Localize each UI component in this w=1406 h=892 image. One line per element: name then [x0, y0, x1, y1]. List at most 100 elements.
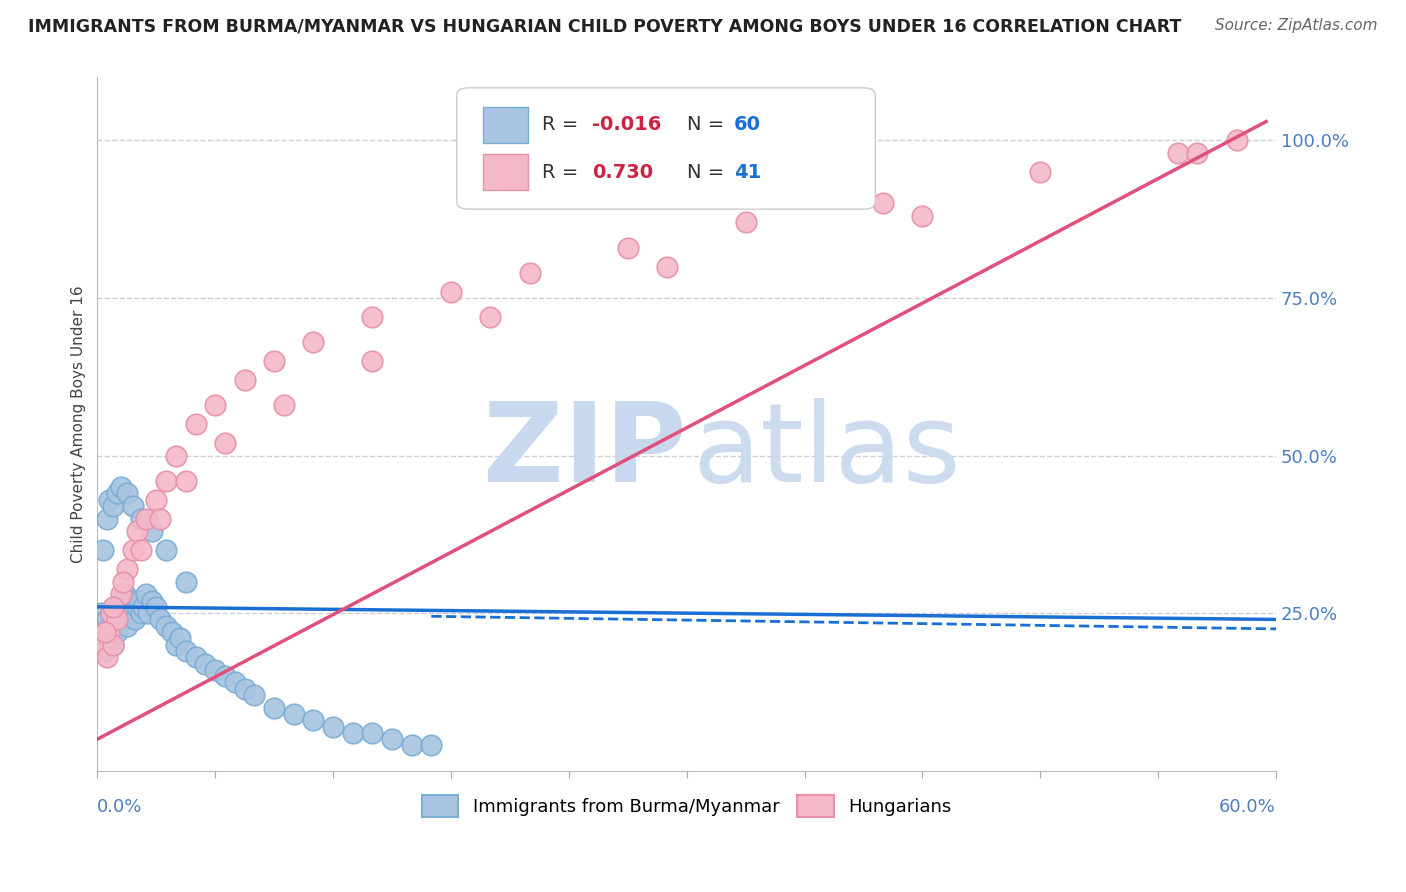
Point	[101, 599, 124, 614]
Point	[174, 474, 197, 488]
Point	[361, 354, 384, 368]
Point	[135, 511, 157, 525]
Text: IMMIGRANTS FROM BURMA/MYANMAR VS HUNGARIAN CHILD POVERTY AMONG BOYS UNDER 16 COR: IMMIGRANTS FROM BURMA/MYANMAR VS HUNGARI…	[28, 18, 1181, 36]
Point	[149, 612, 172, 626]
Text: N =: N =	[686, 115, 730, 134]
Point	[105, 486, 128, 500]
FancyBboxPatch shape	[482, 107, 527, 144]
Point	[96, 511, 118, 525]
Legend: Immigrants from Burma/Myanmar, Hungarians: Immigrants from Burma/Myanmar, Hungarian…	[415, 788, 959, 824]
Point	[302, 713, 325, 727]
Point	[96, 650, 118, 665]
Point	[322, 720, 344, 734]
Point	[131, 599, 153, 614]
Point	[105, 625, 128, 640]
Point	[302, 335, 325, 350]
Point	[243, 688, 266, 702]
Point	[361, 726, 384, 740]
Point	[155, 474, 177, 488]
Point	[98, 625, 121, 640]
Point	[174, 574, 197, 589]
Point	[420, 739, 443, 753]
Point	[121, 543, 143, 558]
Point	[101, 638, 124, 652]
Point	[214, 669, 236, 683]
Point	[440, 285, 463, 299]
Point	[872, 196, 894, 211]
Y-axis label: Child Poverty Among Boys Under 16: Child Poverty Among Boys Under 16	[72, 285, 86, 563]
Point	[233, 681, 256, 696]
Text: R =: R =	[541, 115, 583, 134]
Point	[174, 644, 197, 658]
Point	[129, 511, 152, 525]
Point	[108, 606, 131, 620]
Point	[1167, 146, 1189, 161]
Text: 60.0%: 60.0%	[1219, 798, 1277, 816]
Point	[1029, 165, 1052, 179]
Point	[114, 587, 136, 601]
Point	[204, 663, 226, 677]
Point	[734, 215, 756, 229]
Point	[129, 543, 152, 558]
Text: 41: 41	[734, 163, 761, 182]
Point	[401, 739, 423, 753]
Point	[145, 599, 167, 614]
Point	[90, 606, 112, 620]
FancyBboxPatch shape	[457, 87, 875, 209]
Point	[94, 625, 117, 640]
Point	[233, 373, 256, 387]
Point	[111, 574, 134, 589]
Point	[128, 593, 150, 607]
Point	[1226, 133, 1249, 147]
Point	[214, 436, 236, 450]
Point	[120, 593, 142, 607]
Point	[184, 417, 207, 431]
Point	[118, 599, 141, 614]
Point	[141, 524, 163, 539]
Point	[101, 499, 124, 513]
Point	[184, 650, 207, 665]
Point	[100, 606, 122, 620]
Point	[361, 310, 384, 324]
Point	[479, 310, 502, 324]
Point	[169, 632, 191, 646]
Point	[155, 543, 177, 558]
Point	[115, 486, 138, 500]
Point	[96, 612, 118, 626]
Point	[145, 492, 167, 507]
Text: 0.0%: 0.0%	[97, 798, 143, 816]
Point	[94, 644, 117, 658]
Point	[91, 543, 114, 558]
Point	[100, 619, 122, 633]
Text: 60: 60	[734, 115, 761, 134]
Point	[224, 675, 246, 690]
Point	[98, 632, 121, 646]
Point	[165, 449, 187, 463]
Point	[165, 638, 187, 652]
Point	[110, 480, 132, 494]
Point	[101, 638, 124, 652]
Text: ZIP: ZIP	[484, 399, 686, 505]
Point	[115, 619, 138, 633]
Point	[125, 599, 148, 614]
Point	[98, 492, 121, 507]
Point	[91, 638, 114, 652]
Point	[138, 606, 160, 620]
Point	[129, 606, 152, 620]
Point	[125, 524, 148, 539]
Point	[110, 593, 132, 607]
FancyBboxPatch shape	[482, 154, 527, 190]
Point	[616, 241, 638, 255]
Point	[911, 209, 934, 223]
Point	[204, 398, 226, 412]
Point	[135, 587, 157, 601]
Text: R =: R =	[541, 163, 583, 182]
Point	[110, 587, 132, 601]
Point	[273, 398, 295, 412]
Point	[283, 706, 305, 721]
Point	[160, 625, 183, 640]
Point	[263, 700, 285, 714]
Point	[519, 266, 541, 280]
Point	[155, 619, 177, 633]
Text: atlas: atlas	[693, 399, 962, 505]
